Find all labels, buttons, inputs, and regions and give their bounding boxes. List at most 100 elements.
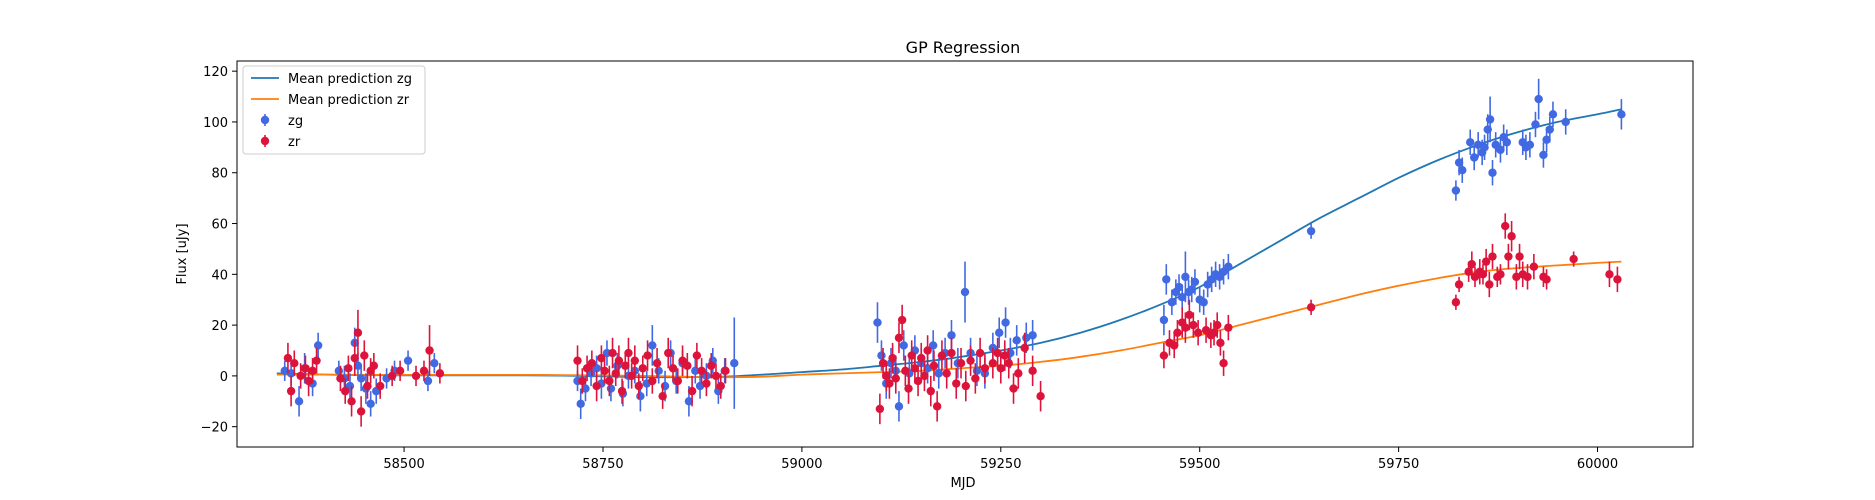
data-point [684,397,694,406]
data-point [668,364,678,373]
legend-label: zg [288,114,303,129]
data-point [1485,280,1494,289]
x-tick-label: 59250 [980,457,1021,472]
data-point [901,366,910,376]
legend-item: zg [260,114,303,129]
data-point [350,353,359,363]
data-point [1028,366,1037,376]
data-point [423,376,433,386]
data-point [894,402,904,411]
data-point [1539,150,1548,160]
data-point [286,369,296,378]
data-point [312,356,321,365]
x-tick-label: 58750 [582,457,623,472]
data-point [611,369,620,378]
data-point [369,361,379,370]
data-point [356,374,366,383]
data-point [353,328,363,337]
data-point [296,371,305,381]
data-point [1036,392,1045,401]
data-point [1502,138,1512,147]
data-point [928,341,938,350]
data-point [356,407,366,416]
data-point [1466,138,1475,147]
data-point [344,364,353,373]
data-point [692,351,702,360]
data-point [947,331,956,340]
y-tick-label: 40 [211,268,228,283]
x-tick-label: 59750 [1378,457,1419,472]
data-point [1028,331,1037,340]
data-point [695,381,705,391]
data-point [920,371,929,381]
data-point [1219,358,1228,368]
data-point [1451,298,1461,307]
x-axis-label: MJD [950,476,975,491]
data-point [1542,135,1551,144]
data-point [1159,351,1169,360]
data-point [1507,232,1516,241]
data-point [897,315,907,325]
data-point [996,364,1006,373]
data-point [885,379,894,388]
data-point [956,358,966,368]
data-point [578,376,587,386]
data-point [387,371,397,381]
data-point [1159,315,1169,325]
data-point [1467,259,1477,269]
y-tick-label: 100 [203,116,228,131]
data-point [966,356,975,365]
data-point [592,381,601,391]
data-point [294,397,304,406]
data-point [1613,275,1622,284]
data-point [878,358,888,368]
y-tick-label: 0 [220,370,228,385]
data-point [376,381,385,391]
data-point [917,353,926,363]
data-point [1488,252,1497,261]
data-point [1488,168,1497,177]
data-point [1173,328,1182,337]
data-point [894,333,904,343]
legend-label: Mean prediction zg [288,72,412,87]
data-point [1012,336,1021,345]
y-axis-label: Flux [uJy] [175,223,190,284]
data-point [877,351,886,360]
legend-item: zr [260,135,301,150]
data-point [648,376,657,386]
data-point [1185,310,1194,320]
data-point [587,358,597,368]
data-point [608,348,617,358]
data-point [947,348,956,358]
data-point [304,376,313,386]
data-point [1014,369,1023,378]
y-axis-ticks: −20 0 20 40 60 80 100 120 [201,65,237,436]
data-point [621,361,630,370]
data-point [1531,120,1540,129]
data-point [952,379,961,388]
data-point [313,341,323,350]
data-point [1001,318,1010,327]
data-point [1451,186,1461,195]
data-point [1529,262,1539,271]
data-point [1454,158,1464,167]
data-point [1473,140,1483,150]
data-point [932,402,942,411]
data-point [425,346,434,355]
data-point [1009,384,1018,393]
legend-item: Mean prediction zg [251,72,412,87]
data-point [1504,252,1513,261]
data-point [1167,298,1177,307]
data-point [1545,125,1554,134]
data-point [430,358,439,368]
series-zr [283,213,1622,427]
data-point [366,399,375,409]
legend-box [242,65,426,155]
data-point [1496,145,1505,155]
data-point [937,351,947,360]
data-point [904,384,913,393]
data-point [697,366,706,376]
data-point [301,364,310,373]
data-point [1470,153,1479,162]
